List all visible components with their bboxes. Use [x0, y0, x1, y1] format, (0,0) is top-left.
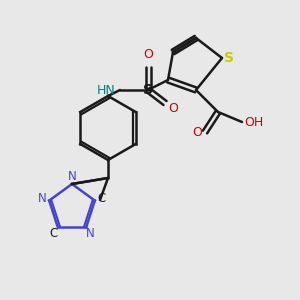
- Text: N: N: [38, 192, 47, 205]
- Text: C: C: [98, 192, 106, 205]
- Text: OH: OH: [244, 116, 264, 128]
- Text: HN: HN: [97, 83, 116, 97]
- Text: N: N: [68, 170, 76, 184]
- Text: C: C: [50, 226, 58, 240]
- Text: O: O: [143, 49, 153, 62]
- Text: S: S: [224, 51, 234, 65]
- Text: O: O: [192, 125, 202, 139]
- Text: S: S: [143, 83, 153, 97]
- Text: N: N: [86, 226, 94, 240]
- Text: O: O: [168, 103, 178, 116]
